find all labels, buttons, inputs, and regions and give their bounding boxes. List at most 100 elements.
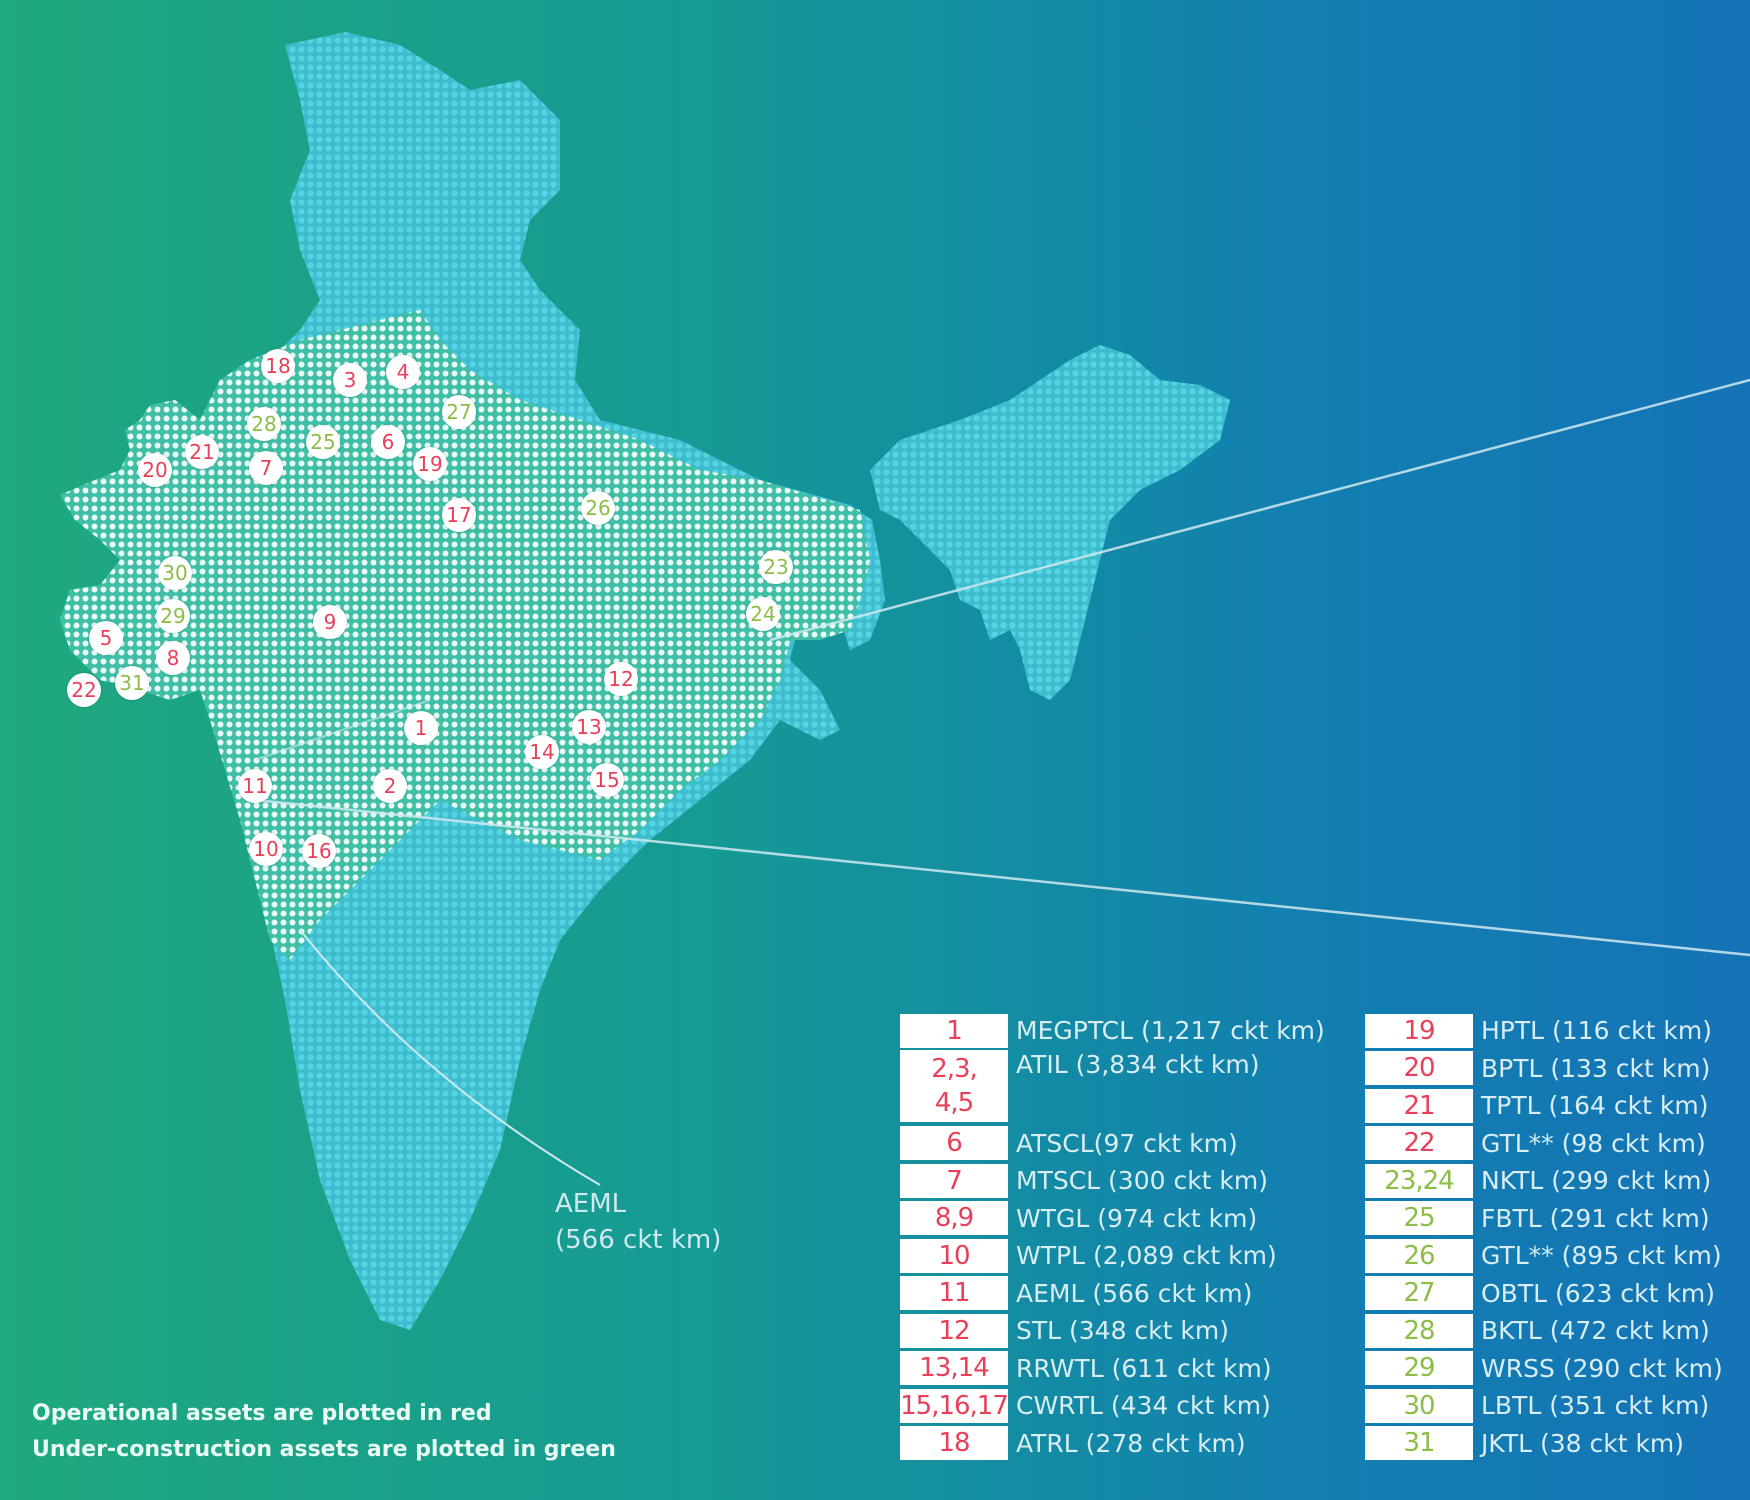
asset-marker: 21 (185, 435, 219, 469)
legend-row: 31 JKTL (38 ckt km) (1365, 1425, 1723, 1463)
legend-asset-number: 29 (1365, 1351, 1473, 1386)
legend-asset-name: ATIL (3,834 ckt km) (1016, 1049, 1260, 1079)
asset-marker: 8 (156, 641, 190, 675)
legend-asset-number: 18 (900, 1426, 1008, 1461)
legend-row: 19 HPTL (116 ckt km) (1365, 1012, 1723, 1050)
asset-marker: 23 (759, 550, 793, 584)
legend-asset-number: 15,16,17 (900, 1388, 1009, 1423)
legend-asset-number: 20 (1365, 1051, 1473, 1086)
legend-asset-name: STL (348 ckt km) (1016, 1316, 1229, 1346)
legend-asset-number: 21 (1365, 1088, 1473, 1123)
asset-marker: 6 (371, 425, 405, 459)
legend-row: 26 GTL** (895 ckt km) (1365, 1237, 1723, 1275)
legend-asset-number: 10 (900, 1238, 1008, 1273)
legend-asset-name: LBTL (351 ckt km) (1481, 1391, 1710, 1421)
legend-row: 25 FBTL (291 ckt km) (1365, 1200, 1723, 1238)
legend-asset-name: NKTL (299 ckt km) (1481, 1166, 1712, 1196)
asset-marker: 26 (581, 491, 615, 525)
legend-row: 15,16,17 CWRTL (434 ckt km) (900, 1387, 1325, 1425)
legend-asset-number: 1 (900, 1013, 1008, 1048)
asset-marker: 9 (313, 605, 347, 639)
callout-line-aeml (299, 929, 601, 1186)
callout-line-upper (769, 378, 1750, 642)
legend-asset-name: CWRTL (434 ckt km) (1016, 1391, 1271, 1421)
note-under-construction: Under-construction assets are plotted in… (32, 1437, 616, 1462)
aeml-callout-length: (566 ckt km) (555, 1225, 722, 1255)
legend-asset-number: 13,14 (900, 1351, 1008, 1386)
legend-asset-name: GTL** (895 ckt km) (1481, 1241, 1722, 1271)
legend-asset-name: JKTL (38 ckt km) (1481, 1428, 1685, 1458)
legend-asset-number: 22 (1365, 1126, 1473, 1161)
note-operational: Operational assets are plotted in red (32, 1401, 492, 1426)
legend-row: 22 GTL** (98 ckt km) (1365, 1125, 1723, 1163)
legend-asset-number: 6 (900, 1126, 1008, 1161)
asset-marker: 22 (67, 673, 101, 707)
asset-marker: 29 (156, 599, 190, 633)
legend-right-column: 19 HPTL (116 ckt km) 20 BPTL (133 ckt km) 21… (1365, 1012, 1723, 1462)
legend-row: 10 WTPL (2,089 ckt km) (900, 1237, 1325, 1275)
legend-asset-name: BKTL (472 ckt km) (1481, 1316, 1710, 1346)
asset-marker: 20 (138, 453, 172, 487)
asset-marker: 15 (590, 763, 624, 797)
callout-line-mid (254, 699, 431, 761)
legend-asset-name: ATRL (278 ckt km) (1016, 1428, 1246, 1458)
legend-asset-number: 23,24 (1365, 1163, 1473, 1198)
asset-marker: 14 (525, 735, 559, 769)
legend-row: 27 OBTL (623 ckt km) (1365, 1275, 1723, 1313)
legend-asset-name: AEML (566 ckt km) (1016, 1278, 1253, 1308)
legend-row: 23,24 NKTL (299 ckt km) (1365, 1162, 1723, 1200)
legend-asset-name: ATSCL(97 ckt km) (1016, 1128, 1238, 1158)
legend-asset-name: WTPL (2,089 ckt km) (1016, 1241, 1277, 1271)
callout-line-lower (254, 798, 1750, 957)
asset-marker: 1 (404, 711, 438, 745)
legend-row: 12 STL (348 ckt km) (900, 1312, 1325, 1350)
aeml-callout-name: AEML (555, 1189, 627, 1219)
legend-asset-name: TPTL (164 ckt km) (1481, 1091, 1709, 1121)
asset-marker: 24 (746, 597, 780, 631)
asset-marker: 31 (115, 666, 149, 700)
legend-row: 20 BPTL (133 ckt km) (1365, 1050, 1723, 1088)
map-notes: Operational assets are plotted in red Un… (32, 1396, 616, 1468)
legend-asset-number: 26 (1365, 1238, 1473, 1273)
asset-marker: 13 (572, 710, 606, 744)
legend-row: 21 TPTL (164 ckt km) (1365, 1087, 1723, 1125)
legend-asset-name: MTSCL (300 ckt km) (1016, 1166, 1269, 1196)
legend-asset-number: 25 (1365, 1201, 1473, 1236)
legend-asset-name: GTL** (98 ckt km) (1481, 1128, 1706, 1158)
legend-asset-name: BPTL (133 ckt km) (1481, 1053, 1711, 1083)
legend-asset-number: 2,3, 4,5 (900, 1049, 1008, 1122)
legend-row: 7 MTSCL (300 ckt km) (900, 1162, 1325, 1200)
legend-row: 6 ATSCL(97 ckt km) (900, 1125, 1325, 1163)
legend-left-column: 1 MEGPTCL (1,217 ckt km) 2,3, 4,5 ATIL (3,83… (900, 1012, 1325, 1462)
legend-asset-number: 28 (1365, 1313, 1473, 1348)
legend-row: 2,3, 4,5 ATIL (3,834 ckt km) (900, 1049, 1325, 1125)
asset-marker: 25 (306, 425, 340, 459)
legend-row: 29 WRSS (290 ckt km) (1365, 1350, 1723, 1388)
legend-asset-name: WRSS (290 ckt km) (1481, 1353, 1723, 1383)
legend-row: 11 AEML (566 ckt km) (900, 1275, 1325, 1313)
asset-marker: 5 (89, 621, 123, 655)
asset-marker: 2 (373, 769, 407, 803)
asset-marker: 10 (249, 832, 283, 866)
legend-row: 30 LBTL (351 ckt km) (1365, 1387, 1723, 1425)
legend-asset-name: WTGL (974 ckt km) (1016, 1203, 1258, 1233)
asset-marker: 4 (386, 355, 420, 389)
legend-row: 28 BKTL (472 ckt km) (1365, 1312, 1723, 1350)
asset-marker: 12 (604, 662, 638, 696)
legend-asset-number: 27 (1365, 1276, 1473, 1311)
asset-marker: 7 (249, 451, 283, 485)
legend-asset-number: 11 (900, 1276, 1008, 1311)
india-northeast (870, 345, 1230, 700)
asset-marker: 17 (442, 498, 476, 532)
asset-marker: 11 (238, 769, 272, 803)
asset-marker: 27 (442, 395, 476, 429)
legend-asset-number: 12 (900, 1313, 1008, 1348)
asset-marker: 16 (302, 834, 336, 868)
legend-asset-name: OBTL (623 ckt km) (1481, 1278, 1715, 1308)
asset-marker: 18 (261, 349, 295, 383)
legend-asset-number: 30 (1365, 1388, 1473, 1423)
asset-marker: 28 (247, 407, 281, 441)
legend-asset-number: 19 (1365, 1013, 1473, 1048)
aeml-callout-label: AEML (566 ckt km) (555, 1186, 721, 1258)
legend-asset-name: MEGPTCL (1,217 ckt km) (1016, 1016, 1325, 1046)
